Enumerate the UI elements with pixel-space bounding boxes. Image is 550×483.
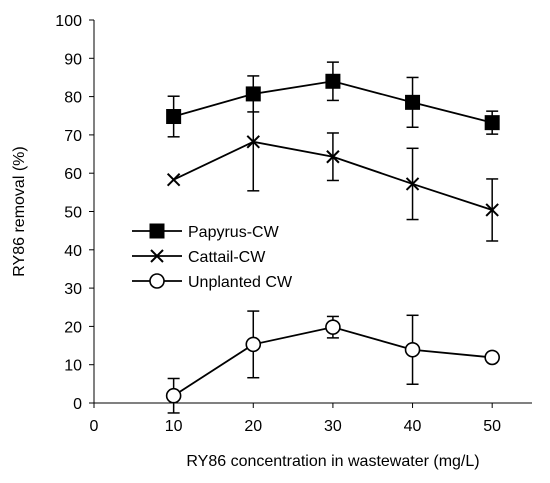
legend-marker-unplanted-cw — [149, 273, 165, 289]
series-cattail-cw — [166, 92, 499, 242]
data-point-papyrus-cw-10 — [166, 109, 182, 125]
y-tick-label-60: 60 — [64, 166, 82, 183]
data-point-papyrus-cw-50 — [484, 115, 500, 131]
y-tick-label-10: 10 — [64, 358, 82, 375]
legend-item-papyrus-cw: Papyrus-CW — [132, 223, 280, 241]
y-tick-label-20: 20 — [64, 319, 82, 336]
legend-item-unplanted-cw: Unplanted CW — [132, 273, 293, 291]
x-tick-label-50: 50 — [483, 418, 501, 435]
x-tick-label-40: 40 — [404, 418, 422, 435]
y-tick-label-30: 30 — [64, 281, 82, 298]
data-point-unplanted-cw-30 — [325, 319, 341, 335]
data-point-cattail-cw-10-stroke-b — [166, 173, 181, 187]
data-point-cattail-cw-40 — [405, 177, 420, 191]
data-point-cattail-cw-30 — [326, 150, 340, 164]
legend-label-cattail-cw: Cattail-CW — [188, 249, 266, 266]
legend-label-papyrus-cw: Papyrus-CW — [188, 224, 280, 241]
data-point-papyrus-cw-40 — [405, 94, 421, 110]
y-tick-label-40: 40 — [64, 243, 82, 260]
x-tick-label-10: 10 — [165, 418, 183, 435]
data-point-unplanted-cw-50 — [484, 349, 500, 366]
data-point-cattail-cw-40-stroke-b — [405, 177, 420, 191]
data-point-cattail-cw-30-stroke-b — [326, 150, 340, 164]
y-tick-label-70: 70 — [64, 128, 82, 145]
data-point-papyrus-cw-30 — [325, 73, 341, 89]
data-point-unplanted-cw-20 — [245, 336, 262, 353]
legend-marker-cattail-cw-stroke-b — [150, 249, 164, 263]
legend-item-cattail-cw: Cattail-CW — [132, 249, 266, 266]
y-axis-title: RY86 removal (%) — [11, 146, 28, 276]
x-tick-label-20: 20 — [244, 418, 262, 435]
legend-marker-cattail-cw — [150, 249, 164, 263]
data-point-cattail-cw-20 — [246, 135, 260, 149]
data-point-cattail-cw-50-stroke-b — [485, 203, 499, 217]
y-tick-label-50: 50 — [64, 205, 82, 222]
x-tick-label-0: 0 — [90, 418, 99, 435]
series-papyrus-cw — [166, 61, 500, 138]
legend-marker-papyrus-cw — [149, 223, 165, 239]
y-tick-label-100: 100 — [55, 13, 82, 30]
legend: Papyrus-CW Cattail-CW Unplanted CW — [132, 223, 293, 291]
x-axis-title: RY86 concentration in wastewater (mg/L) — [186, 453, 479, 470]
data-point-cattail-cw-10 — [166, 173, 181, 187]
data-point-unplanted-cw-40 — [404, 341, 421, 358]
y-axis-ticks: 0 10 20 30 40 50 60 70 80 90 100 — [55, 13, 94, 413]
series-unplanted-cw — [165, 310, 500, 414]
data-point-cattail-cw-20-stroke-b — [246, 135, 260, 149]
legend-label-unplanted-cw: Unplanted CW — [188, 274, 293, 291]
axes — [93, 20, 532, 404]
x-tick-label-30: 30 — [324, 418, 342, 435]
data-point-cattail-cw-50 — [485, 203, 499, 217]
series-layer — [165, 61, 500, 414]
y-tick-label-80: 80 — [64, 90, 82, 107]
data-point-unplanted-cw-10 — [165, 387, 182, 404]
y-tick-label-0: 0 — [73, 396, 82, 413]
y-tick-label-90: 90 — [64, 51, 82, 68]
x-axis-ticks: 0 10 20 30 40 50 — [90, 403, 501, 435]
